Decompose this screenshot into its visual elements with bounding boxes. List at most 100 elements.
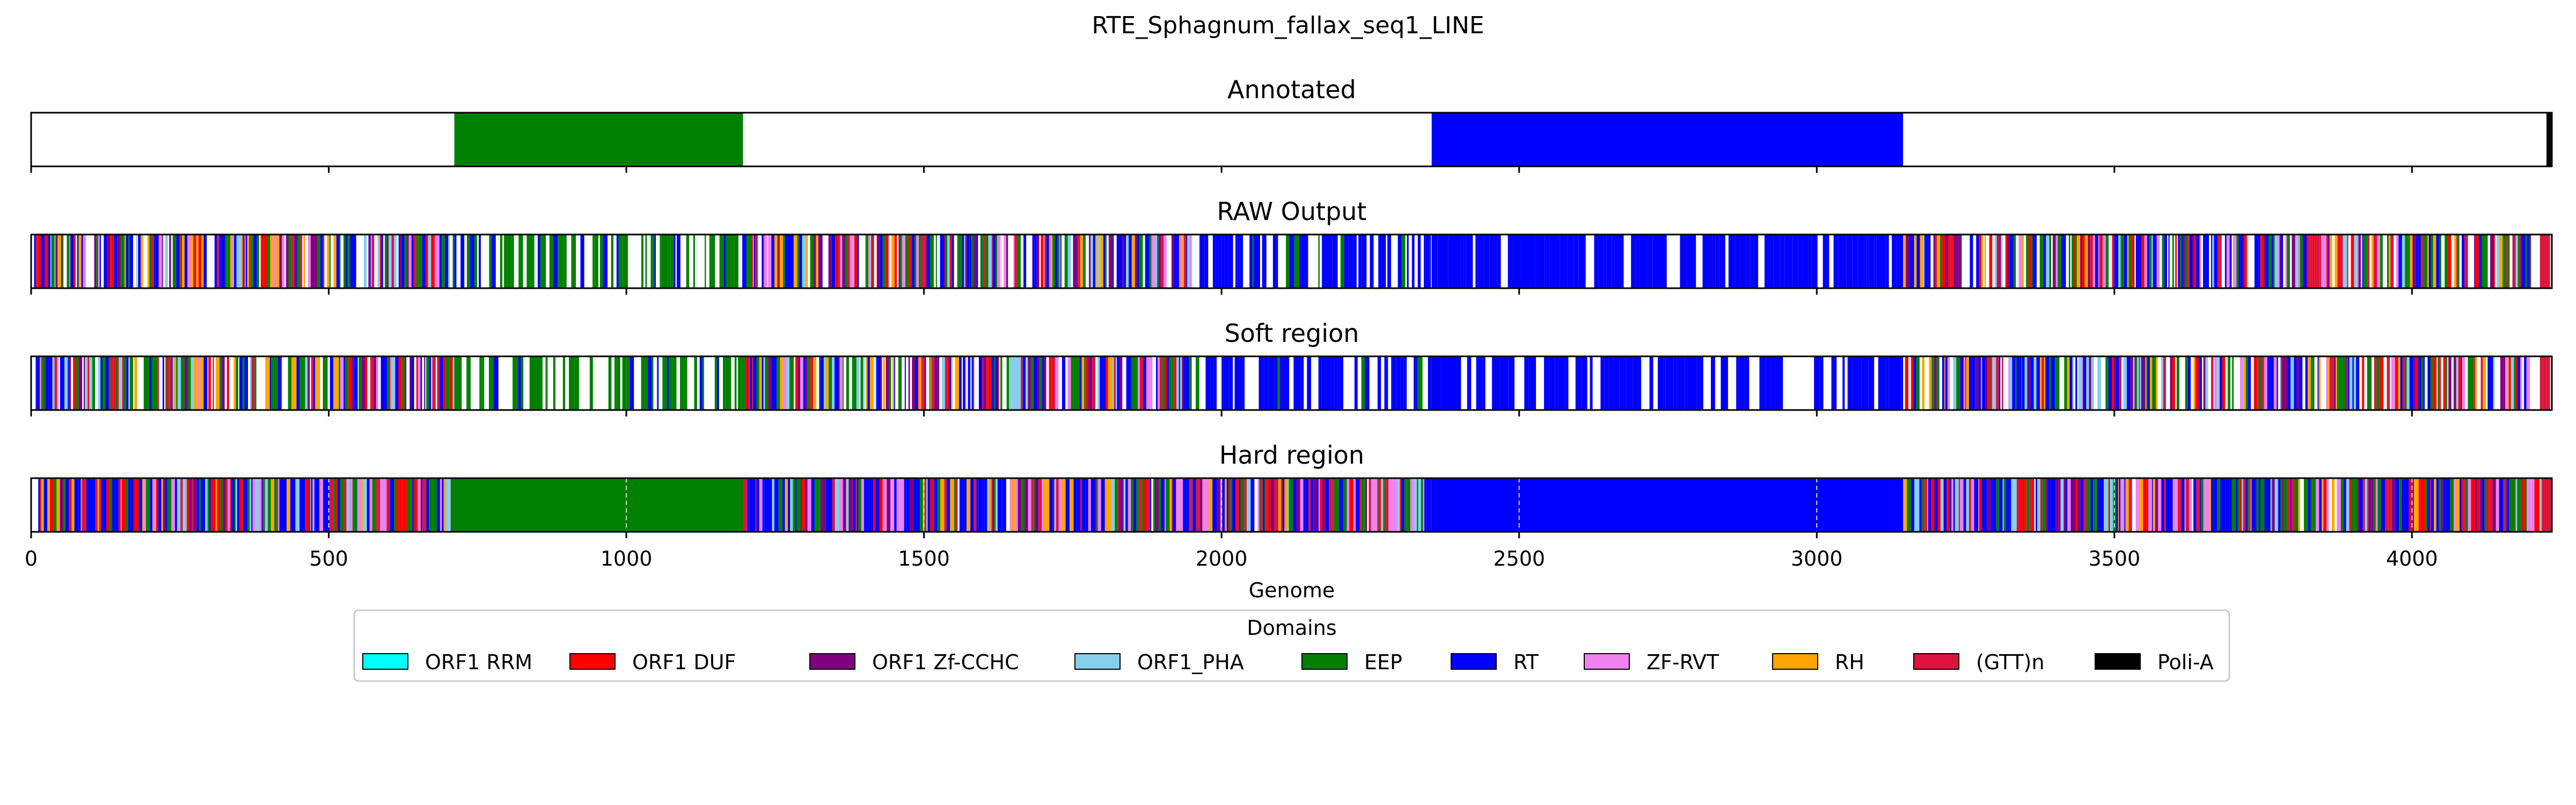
domain-segment xyxy=(2092,235,2096,288)
domain-segment xyxy=(336,356,339,410)
domain-segment xyxy=(201,235,204,288)
domain-segment xyxy=(305,478,309,532)
domain-segment xyxy=(763,235,764,288)
domain-segment xyxy=(516,356,518,410)
domain-segment xyxy=(829,478,832,532)
domain-segment xyxy=(1114,356,1116,410)
domain-segment xyxy=(250,235,252,288)
domain-segment xyxy=(470,235,472,288)
domain-segment xyxy=(714,356,718,410)
domain-segment xyxy=(694,356,696,410)
domain-segment xyxy=(1751,235,1754,288)
domain-segment xyxy=(988,356,991,410)
domain-segment xyxy=(2374,235,2377,288)
domain-segment xyxy=(1131,235,1135,288)
domain-segment xyxy=(2193,356,2196,410)
domain-segment xyxy=(623,235,628,288)
domain-segment xyxy=(2308,478,2311,532)
domain-segment xyxy=(2448,478,2450,532)
domain-segment xyxy=(1916,235,1920,288)
domain-segment xyxy=(2365,478,2368,532)
domain-segment xyxy=(2267,478,2271,532)
domain-segment xyxy=(1598,235,1604,288)
domain-segment xyxy=(2502,478,2505,532)
domain-segment xyxy=(2221,478,2226,532)
domain-segment xyxy=(330,478,334,532)
domain-segment xyxy=(985,235,989,288)
domain-segment xyxy=(2226,235,2230,288)
domain-segment xyxy=(790,478,793,532)
x-tick-label: 2000 xyxy=(1196,547,1248,570)
domain-segment xyxy=(747,356,748,410)
domain-segment xyxy=(198,235,202,288)
domain-segment xyxy=(2538,478,2540,532)
domain-segment xyxy=(2351,235,2354,288)
domain-segment xyxy=(2281,356,2282,410)
domain-segment xyxy=(365,356,368,410)
domain-segment xyxy=(1071,356,1074,410)
domain-segment xyxy=(1996,356,1999,410)
domain-segment xyxy=(2294,356,2297,410)
domain-segment xyxy=(171,356,173,410)
domain-segment-eep xyxy=(454,478,743,532)
domain-segment xyxy=(1117,356,1119,410)
domain-segment xyxy=(310,478,311,532)
domain-segment xyxy=(608,356,612,410)
domain-segment xyxy=(491,356,494,410)
domain-segment xyxy=(2549,356,2550,410)
domain-segment xyxy=(2200,478,2201,532)
domain-segment xyxy=(1340,235,1344,288)
domain-segment xyxy=(1196,478,1201,532)
domain-segment xyxy=(1417,235,1421,288)
domain-segment xyxy=(2045,235,2046,288)
domain-segment xyxy=(2542,235,2545,288)
domain-segment xyxy=(1936,356,1940,410)
domain-segment xyxy=(73,356,76,410)
domain-segment xyxy=(1631,235,1636,288)
domain-segment xyxy=(672,356,677,410)
domain-segment xyxy=(1614,356,1620,410)
domain-segment xyxy=(835,235,839,288)
domain-segment xyxy=(1798,235,1802,288)
domain-segment xyxy=(802,235,806,288)
domain-segment xyxy=(2423,356,2425,410)
domain-segment xyxy=(2474,235,2476,288)
domain-segment xyxy=(1089,235,1091,288)
domain-segment xyxy=(2493,235,2495,288)
domain-segment xyxy=(1240,478,1245,532)
domain-segment xyxy=(361,356,365,410)
domain-segment xyxy=(763,356,765,410)
domain-segment xyxy=(1387,235,1392,288)
domain-segment xyxy=(2521,235,2524,288)
domain-segment xyxy=(771,356,775,410)
domain-segment xyxy=(2453,356,2456,410)
domain-segment xyxy=(268,356,270,410)
domain-segment xyxy=(2278,235,2280,288)
domain-segment xyxy=(2233,478,2236,532)
domain-segment xyxy=(2060,478,2064,532)
domain-segment xyxy=(2005,235,2007,288)
domain-segment xyxy=(339,356,341,410)
domain-segment xyxy=(442,235,445,288)
domain-segment xyxy=(450,478,455,532)
domain-segment xyxy=(2176,478,2178,532)
domain-segment xyxy=(2263,356,2264,410)
domain-segment xyxy=(1000,356,1002,410)
domain-segment xyxy=(201,478,204,532)
domain-segment xyxy=(54,235,56,288)
domain-segment xyxy=(1417,356,1423,410)
domain-segment xyxy=(2036,478,2037,532)
legend-item: Poli-A xyxy=(2095,650,2214,674)
domain-segment xyxy=(919,235,921,288)
domain-segment xyxy=(1334,478,1337,532)
domain-segment xyxy=(244,235,246,288)
domain-segment xyxy=(1212,235,1216,288)
domain-segment xyxy=(1216,478,1218,532)
domain-segment xyxy=(138,478,142,532)
domain-segment xyxy=(2445,356,2448,410)
domain-segment xyxy=(40,478,41,532)
domain-segment xyxy=(1031,478,1034,532)
domain-segment xyxy=(2303,235,2307,288)
domain-segment xyxy=(2450,478,2454,532)
domain-segment xyxy=(1110,235,1113,288)
